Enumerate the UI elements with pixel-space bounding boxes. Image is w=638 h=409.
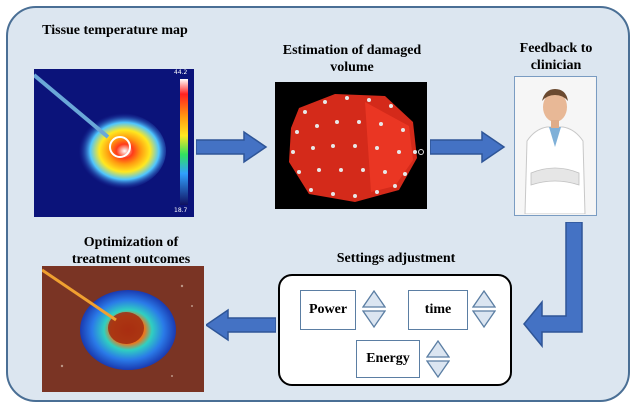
clinician-graphic: [515, 77, 595, 215]
scale-min: 18.7: [174, 207, 188, 214]
arrow-feedback-to-settings: [523, 222, 583, 349]
damaged-volume-image: [275, 82, 427, 209]
arrow-map-to-volume: [196, 130, 268, 164]
energy-label: Energy: [366, 351, 410, 366]
settings-title: Settings adjustment: [336, 251, 456, 266]
power-field[interactable]: Power: [300, 290, 356, 330]
energy-stepper[interactable]: [426, 340, 450, 378]
time-label: time: [424, 302, 452, 317]
energy-field[interactable]: Energy: [356, 340, 420, 378]
scale-max: 44.2: [174, 69, 188, 76]
thermal-map-image: 44.2 18.7: [34, 69, 194, 217]
optimization-graphic: [42, 266, 204, 392]
time-field[interactable]: time: [408, 290, 468, 330]
damaged-volume-label: Estimation of damaged volume: [282, 43, 422, 75]
arrow-volume-to-feedback: [430, 130, 506, 164]
feedback-label: Feedback to clinician: [519, 41, 593, 73]
clinician-photo: [514, 76, 597, 216]
optimization-label: Optimization of treatment outcomes: [71, 235, 191, 267]
damaged-volume-graphic: [275, 82, 427, 209]
time-stepper[interactable]: [472, 290, 496, 328]
thermal-map-graphic: [34, 69, 194, 217]
arrow-settings-to-optimization: [206, 308, 276, 342]
optimization-image: [42, 266, 204, 392]
tissue-map-label: Tissue temperature map: [42, 23, 188, 38]
power-stepper[interactable]: [362, 290, 386, 328]
power-label: Power: [308, 302, 348, 317]
settings-panel: Power time Energy: [278, 274, 512, 386]
